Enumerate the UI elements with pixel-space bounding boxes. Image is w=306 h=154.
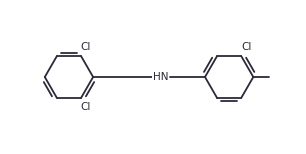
Text: Cl: Cl	[241, 43, 252, 52]
Text: Cl: Cl	[81, 102, 91, 111]
Text: HN: HN	[153, 72, 169, 82]
Text: Cl: Cl	[81, 43, 91, 52]
